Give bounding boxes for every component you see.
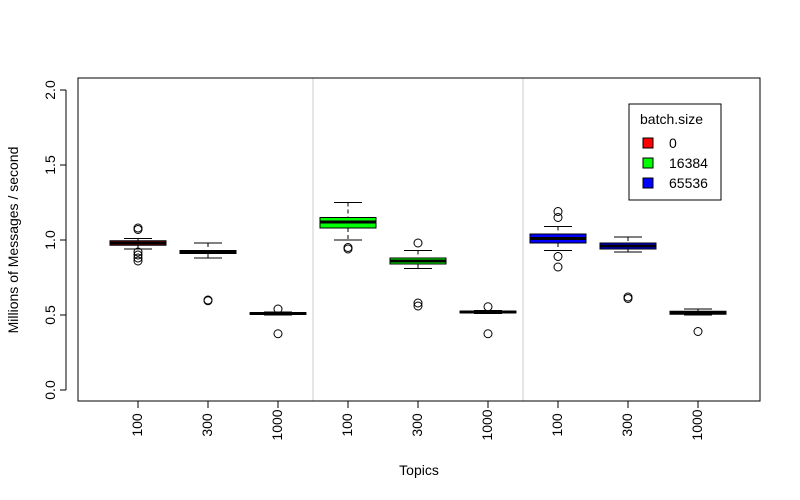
outlier-point (693, 327, 703, 336)
outlier-point (553, 262, 563, 272)
x-axis: 100 300 1000 100 300 1000 100 300 1000 (129, 400, 705, 441)
outlier-point (133, 247, 143, 257)
outlier-point (623, 294, 633, 303)
box-plot-65536-1000 (669, 308, 727, 336)
x-tick-label: 300 (409, 413, 425, 437)
y-axis: 0.0 0.5 1.0 1.5 2.0 (42, 80, 67, 400)
legend-swatch-1 (642, 157, 654, 169)
legend-label-2: 65536 (669, 175, 708, 191)
group-separators (312, 78, 524, 401)
outlier-point (133, 256, 143, 266)
box-plot-16384-100 (319, 202, 377, 254)
outlier-point (133, 250, 143, 260)
outlier-point (413, 238, 423, 248)
x-tick-label: 300 (199, 413, 215, 437)
box-plot-65536-100 (529, 207, 587, 272)
outlier-point (553, 213, 563, 222)
legend-label-1: 16384 (669, 155, 708, 171)
x-tick-label: 100 (339, 413, 355, 437)
outlier-point (343, 244, 353, 254)
x-tick-label: 1000 (479, 409, 495, 440)
box-plot-0-300 (179, 242, 237, 306)
outlier-point (413, 298, 423, 308)
box-plot-16384-1000 (459, 302, 517, 339)
box-plot-0-1000 (249, 304, 307, 339)
outlier-point (133, 253, 143, 263)
box-plot-16384-300 (389, 238, 447, 311)
x-tick-label: 1000 (269, 409, 285, 440)
x-tick-label: 100 (549, 413, 565, 437)
outlier-point (203, 296, 213, 306)
y-tick-label: 1.0 (42, 230, 58, 250)
y-tick-label: 2.0 (42, 80, 58, 100)
y-axis-label: Millions of Messages / second (5, 147, 21, 334)
legend-swatch-0 (642, 137, 654, 149)
x-tick-label: 1000 (689, 409, 705, 440)
outlier-point (483, 302, 493, 312)
y-tick-label: 0.5 (42, 305, 58, 325)
outlier-point (273, 304, 283, 314)
y-tick-label: 0.0 (42, 380, 58, 400)
outlier-point (413, 301, 423, 311)
x-tick-label: 300 (619, 413, 635, 437)
legend-label-0: 0 (669, 135, 677, 151)
outlier-point (553, 252, 563, 261)
legend: batch.size 0 16384 65536 (628, 103, 722, 201)
outlier-point (553, 207, 563, 216)
outlier-point (273, 329, 283, 339)
outlier-point (133, 225, 143, 234)
outlier-point (483, 329, 493, 339)
x-axis-label: Topics (399, 462, 439, 478)
box-plot-marks (109, 202, 727, 339)
legend-title: batch.size (640, 111, 703, 127)
legend-swatch-2 (642, 177, 654, 189)
y-tick-label: 1.5 (42, 155, 58, 175)
box-plot-0-100 (109, 223, 167, 266)
x-tick-label: 100 (129, 413, 145, 437)
box-plot-65536-300 (599, 236, 657, 303)
